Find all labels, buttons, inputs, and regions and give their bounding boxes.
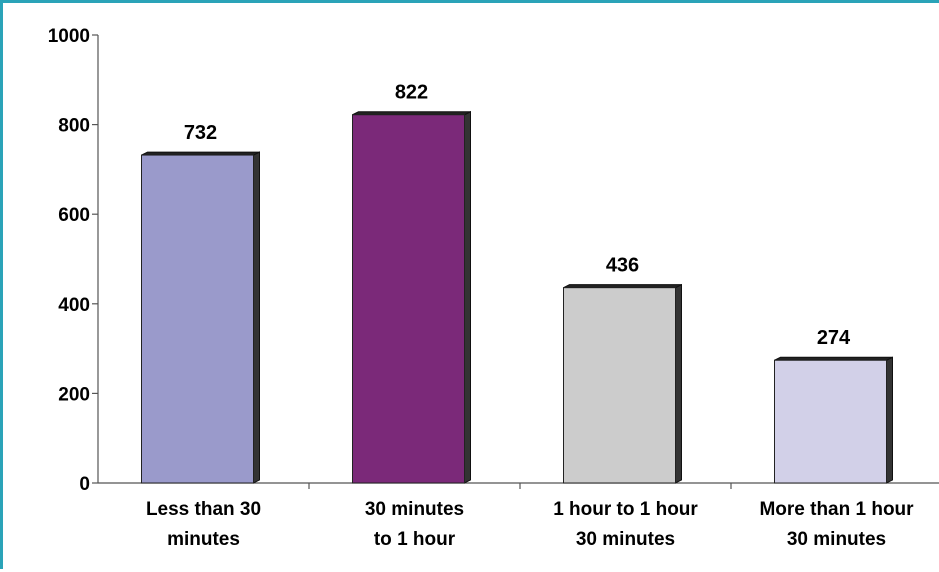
data-label: 436 [606,255,639,277]
bar-side [253,151,260,484]
bar [563,283,682,484]
category-label: Less than 30 [146,499,261,520]
y-tick-label: 200 [58,384,90,405]
category-label: 30 minutes [576,529,675,550]
data-labels: 732 822 436 274 [184,82,851,350]
bar-face [563,287,676,484]
data-label: 732 [184,122,217,144]
bar [141,151,260,484]
category-labels: Less than 30 minutes 30 minutes to 1 hour 1 … [146,499,914,550]
bar-face [141,154,254,484]
y-axis: 0 200 400 600 800 1000 [48,26,99,495]
category-label: to 1 hour [374,529,456,550]
bars [141,110,893,484]
bar [774,356,893,484]
bar-side [886,356,893,484]
data-label: 274 [817,327,851,349]
x-axis [98,482,939,489]
y-tick-label: 1000 [48,26,90,47]
category-label: 1 hour to 1 hour [553,499,698,520]
bar-chart: 0 200 400 600 800 1000 732 822 436 274 Less than… [48,26,939,550]
category-label: More than 1 hour [759,499,914,520]
y-tick-label: 0 [79,474,90,495]
bar-face [774,359,887,484]
category-label: minutes [167,529,240,550]
y-tick-label: 600 [58,205,90,226]
bar [352,110,471,484]
bar-face [352,114,465,484]
category-label: 30 minutes [365,499,464,520]
y-tick-label: 400 [58,295,90,316]
y-tick-label: 800 [58,116,90,137]
bar-side [464,110,471,484]
bar-side [675,283,682,484]
data-label: 822 [395,82,428,104]
category-label: 30 minutes [787,529,886,550]
